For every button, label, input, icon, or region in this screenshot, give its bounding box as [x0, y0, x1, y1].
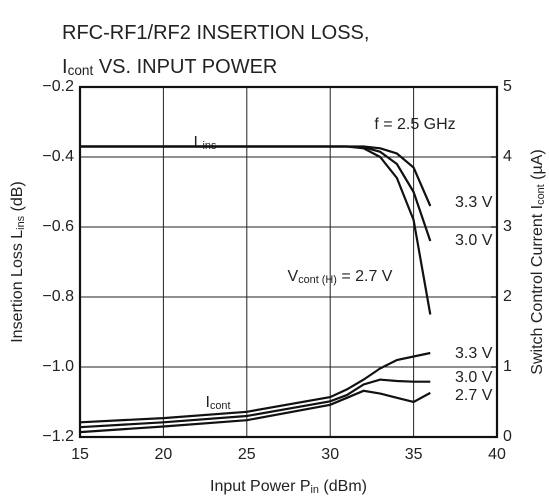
x-axis-label-part: Input Power P [210, 478, 311, 495]
x-tick-label: 40 [488, 446, 506, 463]
chart-title-part: cont [68, 63, 94, 78]
x-tick-label: 30 [321, 446, 339, 463]
series-label: Vcont (H) = 2.7 V [288, 268, 393, 286]
y2-tick-label: 0 [503, 428, 512, 445]
annotation-part: cont [210, 400, 231, 412]
y-tick-label: −0.6 [42, 218, 74, 235]
chart-title: Icont VS. INPUT POWER [62, 56, 277, 78]
x-axis-label-part: in [311, 484, 319, 496]
series-label-part: 2.7 V [455, 387, 493, 404]
series-label-part: 3.3 V [455, 194, 493, 211]
chart-title-part: I [62, 56, 68, 78]
y2-tick-label: 5 [503, 78, 512, 95]
series-label: 2.7 V [455, 387, 493, 404]
x-axis-label-part: (dBm) [319, 478, 367, 495]
y-tick-label: −0.8 [42, 288, 74, 305]
y-tick-label: −0.4 [42, 148, 74, 165]
y-axis-label-part: Insertion Loss L [9, 230, 26, 343]
annotation: Icont [205, 394, 230, 412]
series-line [79, 378, 431, 429]
series-line [80, 145, 432, 315]
x-tick-label: 20 [155, 446, 173, 463]
y2-tick-label: 4 [503, 148, 512, 165]
y2-axis-label-part: Switch Control Current I [529, 205, 546, 375]
y2-tick-label: 1 [503, 358, 512, 375]
y2-axis-label-part: (µA) [529, 149, 546, 184]
y2-axis-label-part: cont [535, 184, 547, 205]
x-tick-label: 35 [405, 446, 423, 463]
series-label-part: = 2.7 V [337, 268, 393, 285]
plot-frame [78, 85, 499, 439]
y-axis-label-part: ins [15, 215, 27, 229]
annotation-part: I [205, 394, 209, 411]
series-label: 3.0 V [455, 232, 493, 249]
y2-tick-label: 2 [503, 288, 512, 305]
series-label-part: 3.0 V [455, 369, 493, 386]
series-line [79, 351, 431, 424]
y-tick-label: −1.0 [42, 358, 74, 375]
series-label-part: V [288, 268, 299, 285]
y-axis-label: Insertion Loss Lins (dB) [9, 181, 27, 343]
series-label: 3.3 V [455, 194, 493, 211]
series-line [79, 389, 431, 434]
y2-axis-label: Switch Control Current Icont (µA) [529, 149, 547, 374]
series-label-part: 3.0 V [455, 232, 493, 249]
x-tick-label: 15 [71, 446, 89, 463]
annotation: f = 2.5 GHz [374, 116, 455, 133]
annotation: Lins [194, 134, 217, 152]
y-tick-label: −1.2 [42, 428, 74, 445]
chart-title: RFC-RF1/RF2 INSERTION LOSS, [62, 22, 369, 44]
series-label-part: 3.3 V [455, 345, 493, 362]
series-label-part: cont (H) [298, 274, 337, 286]
annotation-part: L [194, 134, 203, 151]
annotation-part: f = 2.5 GHz [374, 116, 455, 133]
y2-tick-label: 3 [503, 218, 512, 235]
y-axis-label-part: (dB) [9, 181, 26, 216]
y-tick-label: −0.2 [42, 78, 74, 95]
series-label: 3.0 V [455, 369, 493, 386]
x-axis-label: Input Power Pin (dBm) [210, 478, 367, 496]
chart-title-part: RFC-RF1/RF2 INSERTION LOSS, [62, 22, 369, 44]
chart-title-part: VS. INPUT POWER [93, 56, 277, 78]
series-label: 3.3 V [455, 345, 493, 362]
x-tick-label: 25 [238, 446, 256, 463]
